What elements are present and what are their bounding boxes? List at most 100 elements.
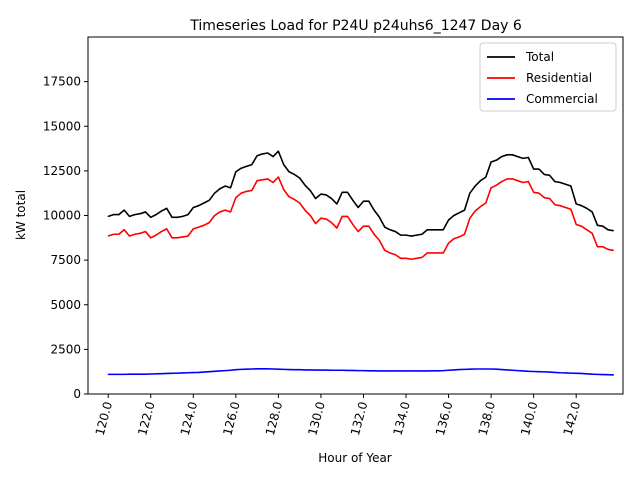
data-point-commercial xyxy=(192,371,194,374)
data-point-commercial xyxy=(602,373,604,376)
data-point-commercial xyxy=(166,372,168,375)
x-axis-label: Hour of Year xyxy=(318,451,392,465)
data-point-commercial xyxy=(501,368,503,371)
data-point-residential xyxy=(251,189,253,192)
data-point-commercial xyxy=(506,369,508,371)
data-point-total xyxy=(570,185,572,187)
data-point-total xyxy=(213,192,216,194)
data-point-total xyxy=(203,202,205,204)
data-point-residential xyxy=(118,233,120,235)
data-point-residential xyxy=(533,191,535,193)
data-point-total xyxy=(506,154,508,156)
data-point-commercial xyxy=(261,368,264,370)
data-point-residential xyxy=(559,205,561,207)
data-point-residential xyxy=(213,214,216,217)
data-point-commercial xyxy=(315,369,317,371)
chart-title: Timeseries Load for P24U p24uhs6_1247 Da… xyxy=(189,18,522,34)
data-point-residential xyxy=(543,197,545,199)
data-point-residential xyxy=(458,236,460,238)
series-points-residential xyxy=(107,176,615,260)
data-point-total xyxy=(251,164,253,166)
data-point-commercial xyxy=(447,369,450,371)
data-point-total xyxy=(229,187,232,189)
data-point-commercial xyxy=(346,369,349,372)
data-point-residential xyxy=(522,181,524,184)
data-point-commercial xyxy=(203,371,205,373)
data-point-residential xyxy=(501,180,503,183)
data-point-residential xyxy=(580,225,583,227)
data-point-residential xyxy=(315,222,317,225)
data-point-residential xyxy=(368,225,370,227)
data-point-commercial xyxy=(564,372,567,374)
data-point-total xyxy=(405,234,407,236)
data-point-total xyxy=(442,229,444,231)
data-point-total xyxy=(261,153,264,155)
data-point-commercial xyxy=(527,370,529,372)
data-point-commercial xyxy=(213,370,216,372)
legend-box xyxy=(479,42,617,112)
data-point-commercial xyxy=(362,370,365,372)
data-point-residential xyxy=(293,198,295,201)
data-point-commercial xyxy=(171,372,173,374)
data-point-residential xyxy=(267,178,269,180)
data-point-commercial xyxy=(150,373,152,375)
data-point-residential xyxy=(341,215,343,217)
data-point-total xyxy=(607,229,609,231)
data-point-commercial xyxy=(128,373,131,375)
data-point-residential xyxy=(240,192,242,194)
data-point-total xyxy=(176,216,178,218)
data-point-total xyxy=(447,219,450,221)
data-point-commercial xyxy=(538,371,540,373)
data-point-total xyxy=(118,214,120,216)
data-point-commercial xyxy=(596,373,599,375)
data-point-residential xyxy=(378,239,381,242)
data-point-residential xyxy=(490,187,492,189)
data-point-total xyxy=(549,174,551,176)
data-point-total xyxy=(378,216,381,218)
data-point-commercial xyxy=(575,372,577,374)
data-point-total xyxy=(198,205,200,207)
data-point-total xyxy=(591,211,593,213)
data-point-residential xyxy=(150,237,152,239)
data-point-residential xyxy=(586,229,588,231)
data-point-commercial xyxy=(511,369,513,371)
data-point-total xyxy=(192,206,194,209)
data-point-total xyxy=(426,229,428,231)
y-tick-label: 17500 xyxy=(43,75,81,89)
series-points-commercial xyxy=(107,368,615,376)
data-point-total xyxy=(293,173,295,176)
data-point-residential xyxy=(432,252,434,254)
data-point-total xyxy=(346,191,349,193)
data-point-total xyxy=(522,157,524,159)
data-point-residential xyxy=(575,223,577,226)
data-point-commercial xyxy=(517,370,519,372)
data-point-total xyxy=(336,203,338,205)
data-point-residential xyxy=(362,225,365,227)
data-point-residential xyxy=(224,209,226,211)
data-point-residential xyxy=(160,230,162,233)
data-point-total xyxy=(580,205,583,207)
data-point-residential xyxy=(549,197,551,200)
data-point-commercial xyxy=(155,373,157,375)
data-point-residential xyxy=(346,215,349,217)
data-point-commercial xyxy=(219,370,221,372)
data-point-residential xyxy=(384,249,386,251)
data-point-total xyxy=(612,230,615,232)
data-point-residential xyxy=(442,252,444,254)
data-point-total xyxy=(410,235,412,237)
series-line-total xyxy=(107,150,614,237)
data-point-commercial xyxy=(240,368,242,370)
data-point-residential xyxy=(389,252,391,254)
data-point-commercial xyxy=(432,370,434,372)
data-point-total xyxy=(373,209,375,211)
data-point-total xyxy=(400,234,402,236)
series-line-residential xyxy=(107,176,614,261)
data-point-residential xyxy=(447,242,450,244)
data-point-commercial xyxy=(474,368,476,370)
data-point-residential xyxy=(495,184,498,186)
data-point-residential xyxy=(245,190,248,192)
data-point-residential xyxy=(564,206,567,209)
data-point-residential xyxy=(155,234,157,236)
data-point-commercial xyxy=(416,370,418,372)
data-point-total xyxy=(219,188,221,190)
